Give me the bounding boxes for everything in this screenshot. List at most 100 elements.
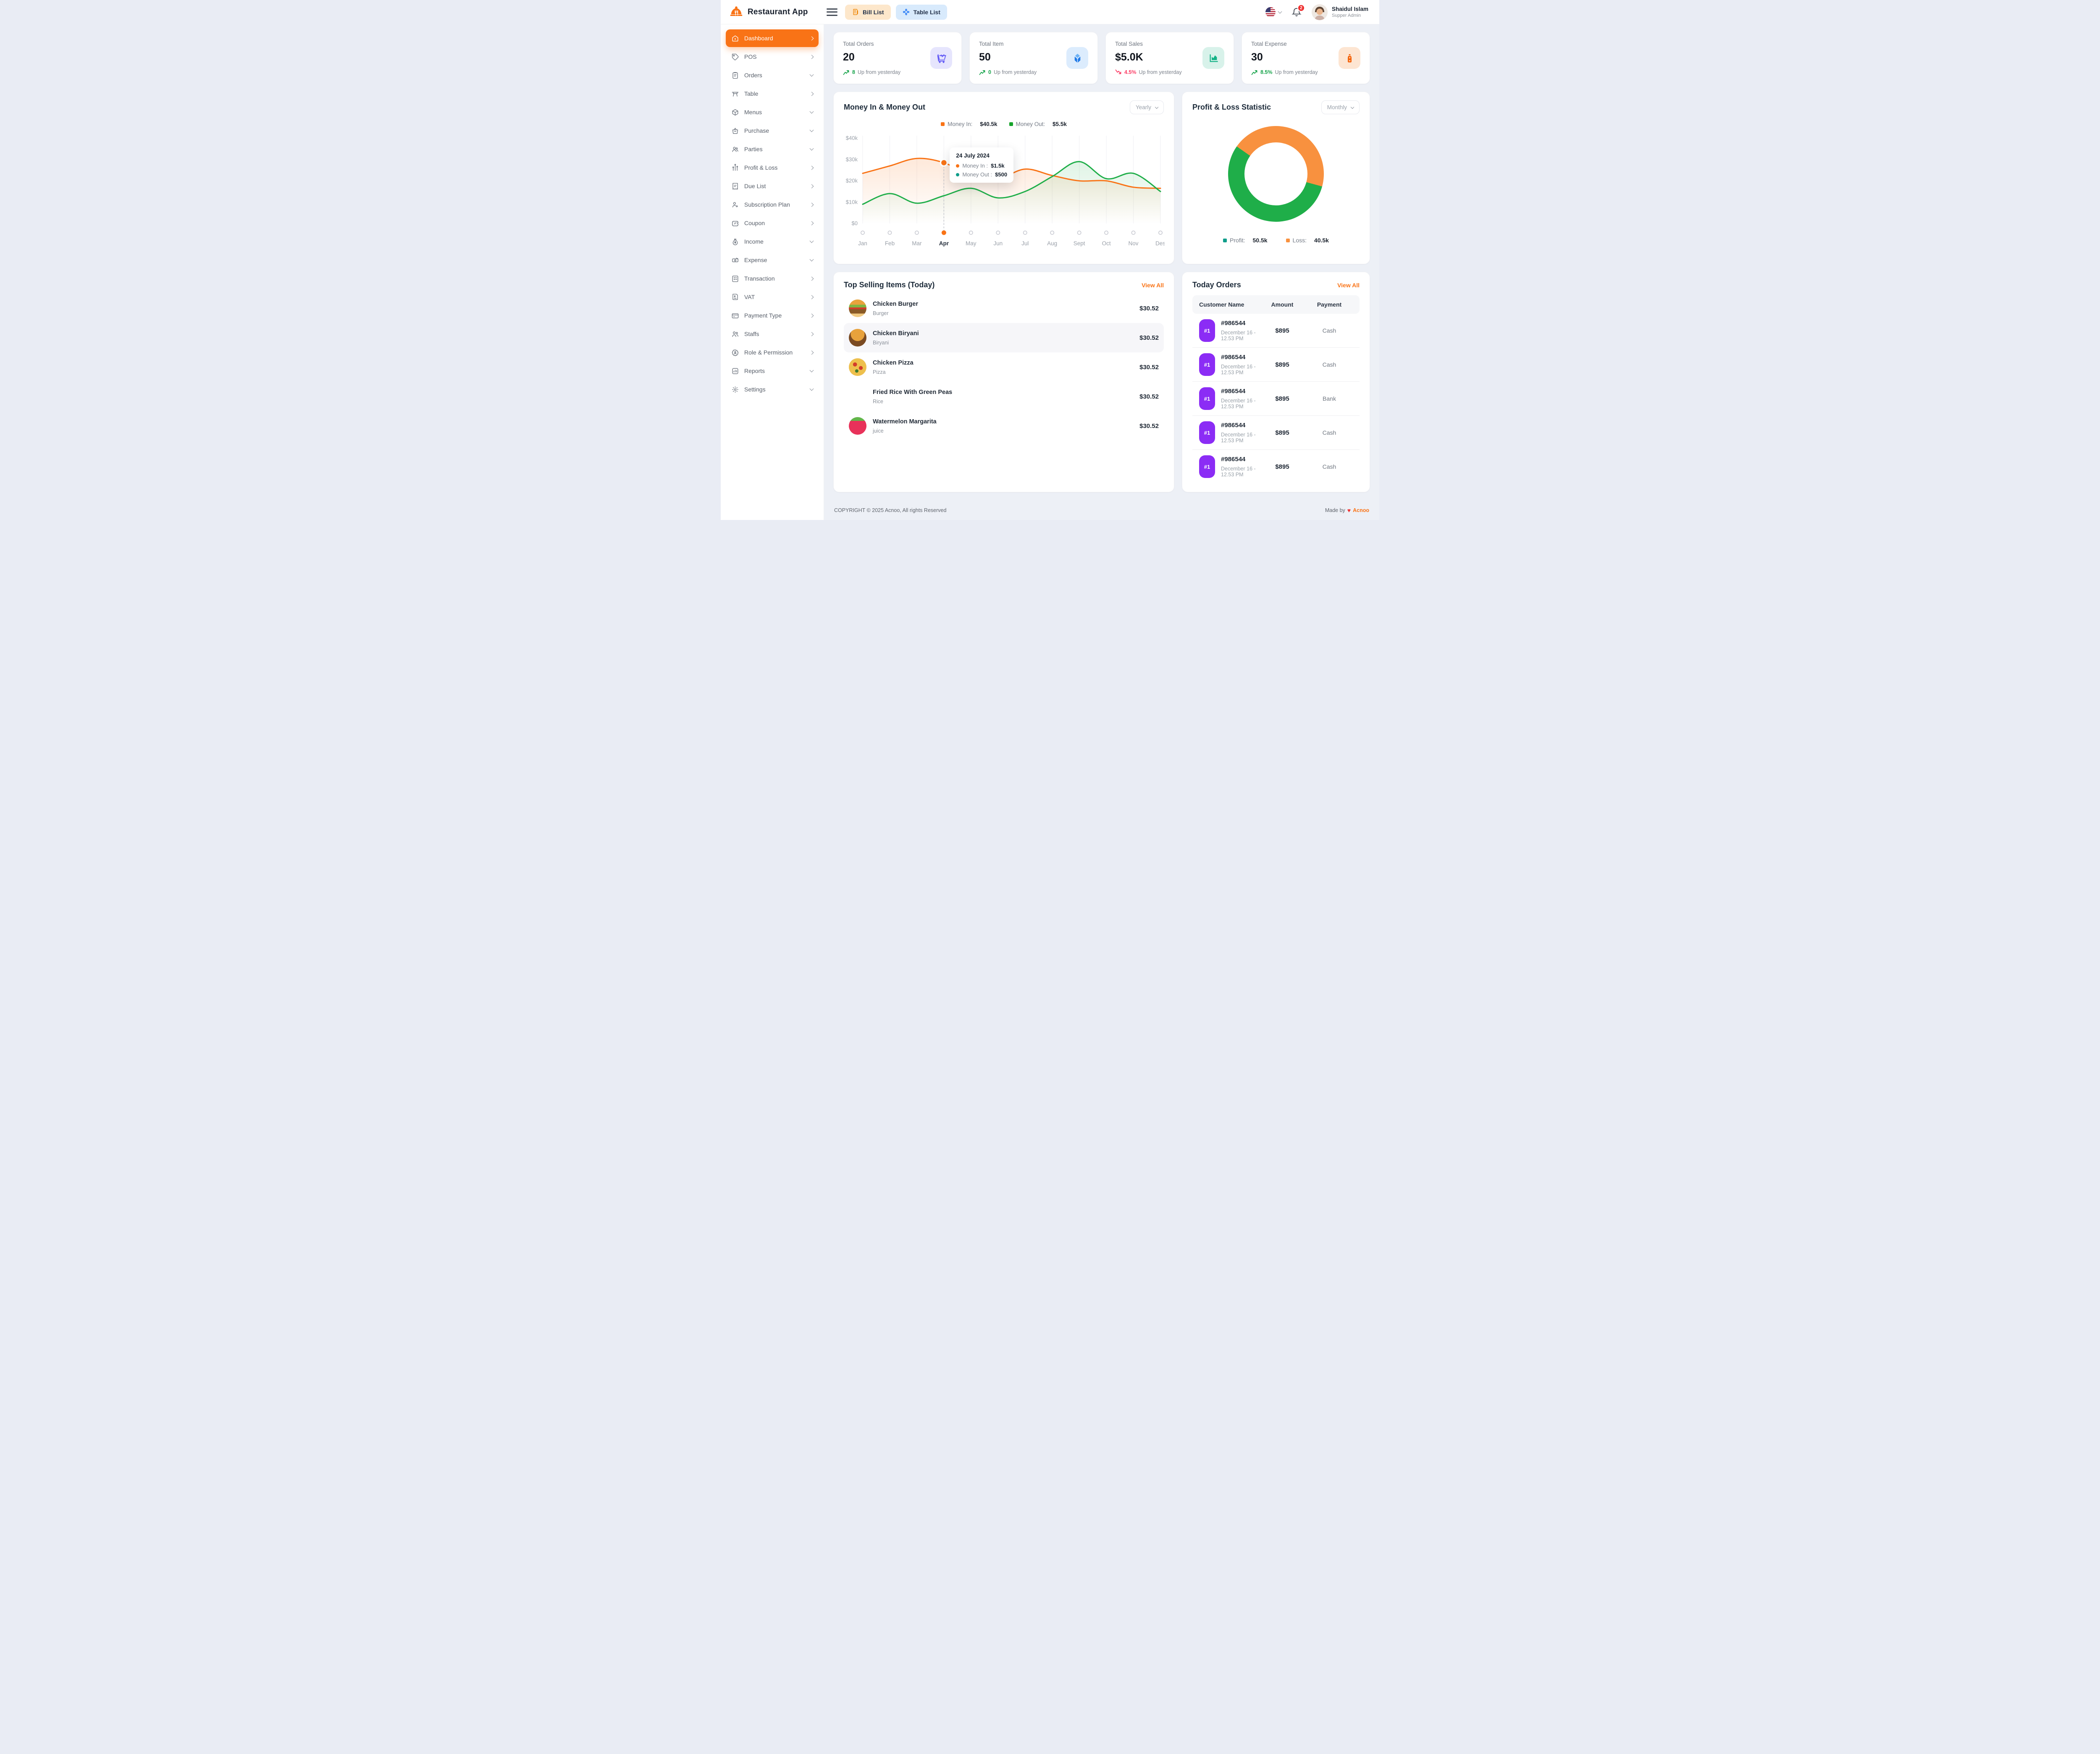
stat-label: Total Sales — [1115, 41, 1143, 47]
user-menu[interactable]: Shaidul Islam Supper Admin — [1311, 4, 1368, 20]
money-chart-legend: Money In: $40.5k Money Out: $5.5k — [844, 121, 1164, 127]
language-selector[interactable] — [1265, 7, 1282, 17]
table-list-button[interactable]: Table List — [895, 4, 947, 20]
sidebar-item-coupon[interactable]: Coupon — [726, 214, 819, 232]
chevron-down-icon — [809, 368, 814, 373]
bill-list-label: Bill List — [863, 8, 884, 16]
coupon-icon — [731, 219, 739, 227]
order-row[interactable]: #1 #986544 December 16 - 12.53 PM $895 C… — [1192, 415, 1360, 449]
sidebar-item-payment-type[interactable]: Payment Type — [726, 307, 819, 324]
stat-value: 50 — [979, 51, 991, 63]
chevron-down-icon — [809, 72, 814, 77]
sidebar-item-table[interactable]: Table — [726, 85, 819, 102]
vat-icon — [731, 293, 739, 301]
chevron-down-icon — [1155, 105, 1159, 109]
profit-chart-period-select[interactable]: Monthly — [1321, 100, 1360, 114]
top-selling-item[interactable]: Chicken Biryani Biryani $30.52 — [844, 323, 1164, 352]
user-role: Supper Admin — [1331, 13, 1361, 18]
sidebar-item-subscription-plan[interactable]: Subscription Plan — [726, 196, 819, 213]
top-selling-item[interactable]: Watermelon Margarita juice $30.52 — [844, 411, 1164, 441]
sidebar-item-role-permission[interactable]: Role & Permission — [726, 344, 819, 361]
sidebar: Dashboard POS Orders Table Menus Purchas… — [721, 24, 824, 520]
item-name: Watermelon Margarita — [873, 418, 937, 425]
subscription-icon — [731, 201, 739, 209]
sidebar-item-menus[interactable]: Menus — [726, 103, 819, 121]
due-icon — [731, 182, 739, 190]
top-selling-view-all-link[interactable]: View All — [1142, 281, 1164, 289]
money-chart-period-select[interactable]: Yearly — [1129, 100, 1164, 114]
sidebar-item-label: Subscription Plan — [744, 201, 790, 208]
sidebar-item-profit-loss[interactable]: Profit & Loss — [726, 159, 819, 176]
profit-loss-legend: Profit: 50.5k Loss: 40.5k — [1192, 237, 1360, 244]
sidebar-item-purchase[interactable]: Purchase — [726, 122, 819, 139]
menus-icon — [731, 108, 739, 116]
chart-tooltip: 24 July 2024 Money In : $1.5k Money Out :… — [950, 147, 1014, 183]
menu-toggle-icon[interactable] — [827, 8, 837, 16]
order-amount: $895 — [1275, 395, 1289, 402]
order-row[interactable]: #1 #986544 December 16 - 12.53 PM $895 C… — [1192, 449, 1360, 483]
sidebar-item-pos[interactable]: POS — [726, 48, 819, 66]
sidebar-item-settings[interactable]: Settings — [726, 381, 819, 398]
stat-trend: 8.5% Up from yesterday — [1251, 69, 1318, 75]
chevron-right-icon — [809, 202, 814, 207]
made-by-brand[interactable]: Acnoo — [1353, 507, 1369, 513]
orders-table-header: Customer Name Amount Payment — [1192, 295, 1360, 314]
chevron-down-icon — [809, 109, 814, 114]
col-customer-name: Customer Name — [1199, 301, 1244, 308]
sidebar-item-label: POS — [744, 53, 757, 60]
sidebar-item-income[interactable]: Income — [726, 233, 819, 250]
stat-trend: 4.5% Up from yesterday — [1115, 69, 1182, 75]
app-logo[interactable]: Restaurant App — [721, 5, 824, 19]
sidebar-item-label: VAT — [744, 294, 755, 300]
bill-list-button[interactable]: Bill List — [845, 4, 891, 20]
top-selling-item[interactable]: Chicken Pizza Pizza $30.52 — [844, 352, 1164, 382]
sidebar-item-label: Menus — [744, 109, 762, 116]
today-orders-card: Today Orders View All Customer Name Amou… — [1182, 272, 1370, 492]
chevron-right-icon — [809, 332, 814, 336]
sidebar-item-due-list[interactable]: Due List — [726, 177, 819, 195]
stat-trend: 8 Up from yesterday — [843, 69, 900, 75]
order-id: #986544 — [1221, 456, 1246, 463]
top-selling-item[interactable]: Chicken Burger Burger $30.52 — [844, 294, 1164, 323]
stats-row: Total Orders 20 8 Up from yesterday Total… — [833, 32, 1370, 84]
svg-text:Jun: Jun — [993, 240, 1003, 247]
role-icon — [731, 349, 739, 357]
top-header: Restaurant App Bill List Table List 2 — [721, 0, 1379, 24]
item-price: $30.52 — [1139, 363, 1159, 371]
order-row[interactable]: #1 #986544 December 16 - 12.53 PM $895 C… — [1192, 347, 1360, 381]
sidebar-item-transaction[interactable]: Transaction — [726, 270, 819, 287]
avatar — [1311, 4, 1328, 20]
us-flag-icon — [1265, 7, 1276, 17]
chevron-down-icon — [809, 239, 814, 243]
order-rank-badge: #1 — [1199, 421, 1215, 444]
profit-legend-swatch — [1223, 238, 1227, 242]
sidebar-item-staffs[interactable]: Staffs — [726, 325, 819, 343]
sidebar-item-dashboard[interactable]: Dashboard — [726, 29, 819, 47]
burger-image — [849, 299, 866, 317]
sidebar-item-reports[interactable]: Reports — [726, 362, 819, 380]
sidebar-item-orders[interactable]: Orders — [726, 66, 819, 84]
money-chart-title: Money In & Money Out — [844, 103, 926, 111]
main-content: Total Orders 20 8 Up from yesterday Total… — [824, 24, 1379, 520]
chevron-down-icon — [809, 146, 814, 151]
made-by: Made by ♥ Acnoo — [1325, 507, 1369, 514]
sidebar-item-expense[interactable]: Expense — [726, 251, 819, 269]
item-category: Pizza — [873, 369, 886, 375]
notifications-button[interactable]: 2 — [1292, 4, 1305, 17]
chevron-right-icon — [809, 276, 814, 281]
sidebar-item-label: Due List — [744, 183, 766, 189]
reports-icon — [731, 367, 739, 375]
sidebar-item-vat[interactable]: VAT — [726, 288, 819, 306]
sidebar-item-parties[interactable]: Parties — [726, 140, 819, 158]
order-amount: $895 — [1275, 361, 1289, 368]
table-list-label: Table List — [913, 8, 940, 16]
order-row[interactable]: #1 #986544 December 16 - 12.53 PM $895 B… — [1192, 381, 1360, 415]
money-in-legend-swatch — [941, 122, 945, 126]
top-selling-item[interactable]: Fried Rice With Green Peas Rice $30.52 — [844, 382, 1164, 411]
chevron-right-icon — [809, 55, 814, 59]
stat-trend: 0 Up from yesterday — [979, 69, 1037, 75]
order-row[interactable]: #1 #986544 December 16 - 12.53 PM $895 C… — [1192, 314, 1360, 347]
today-orders-view-all-link[interactable]: View All — [1337, 281, 1360, 289]
page: Restaurant App Bill List Table List 2 — [721, 0, 1379, 520]
parties-icon — [731, 145, 739, 153]
